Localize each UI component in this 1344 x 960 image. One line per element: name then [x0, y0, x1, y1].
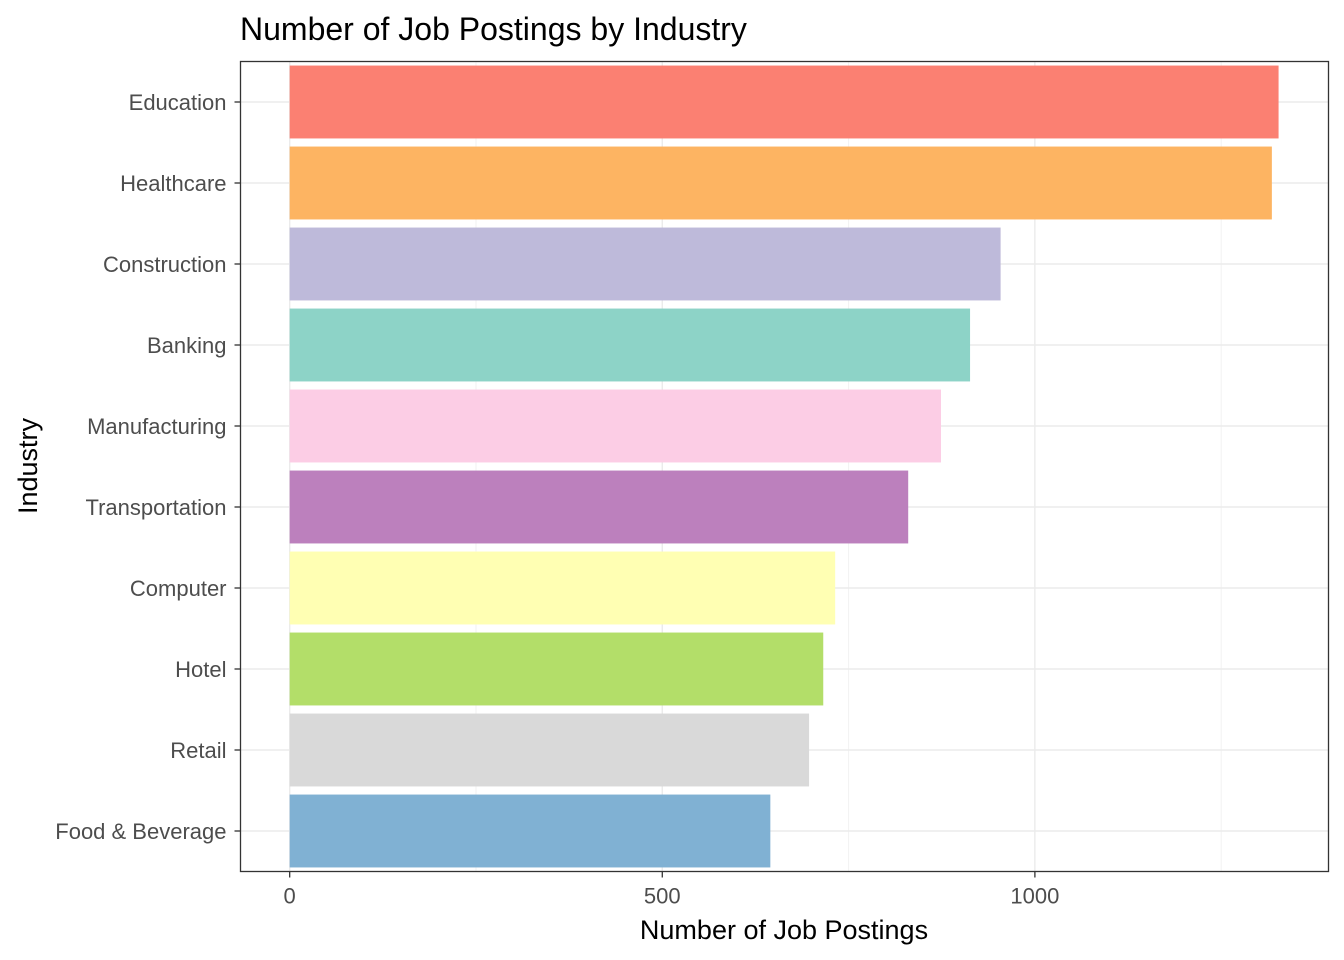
bar-transportation — [289, 470, 909, 544]
bar-hotel — [289, 632, 824, 706]
bar-construction — [289, 227, 1001, 301]
x-axis-title: Number of Job Postings — [640, 915, 928, 945]
y-tick-label: Education — [129, 90, 227, 115]
y-axis: Education Healthcare Construction Banking Ma… — [55, 90, 241, 844]
y-tick-label: Hotel — [175, 657, 226, 682]
bar-healthcare — [289, 146, 1272, 220]
x-tick-label: 500 — [644, 884, 681, 909]
y-tick-label: Retail — [170, 738, 226, 763]
y-tick-label: Computer — [130, 576, 227, 601]
x-tick-label: 0 — [284, 884, 296, 909]
y-tick-label: Healthcare — [120, 171, 226, 196]
y-axis-title: Industry — [13, 417, 43, 514]
y-tick-label: Manufacturing — [87, 414, 226, 439]
bar-retail — [289, 713, 810, 787]
bar-food-beverage — [289, 794, 771, 868]
bars — [289, 65, 1279, 868]
y-tick-label: Construction — [103, 252, 227, 277]
bar-banking — [289, 308, 971, 382]
y-tick-label: Banking — [147, 333, 227, 358]
y-tick-label: Food & Beverage — [55, 819, 226, 844]
bar-manufacturing — [289, 389, 941, 463]
bar-computer — [289, 551, 836, 625]
x-axis: 0 500 1000 — [284, 871, 1059, 909]
bar-education — [289, 65, 1279, 139]
y-tick-label: Transportation — [85, 495, 226, 520]
x-tick-label: 1000 — [1010, 884, 1059, 909]
chart-title: Number of Job Postings by Industry — [240, 11, 747, 47]
plot-panel-border — [239, 60, 1330, 873]
